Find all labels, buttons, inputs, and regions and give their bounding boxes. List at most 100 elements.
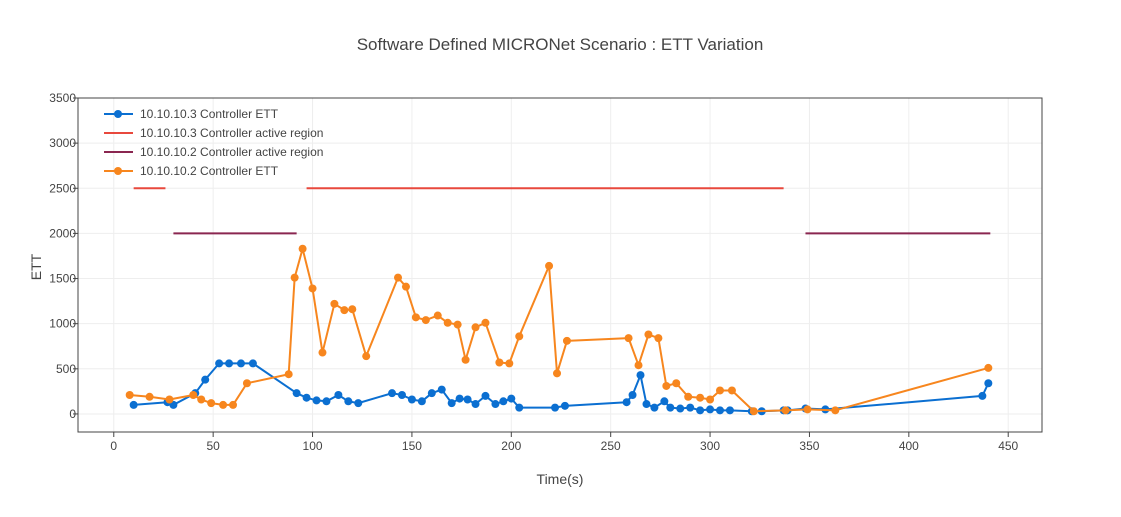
data-point [471,400,480,409]
data-point [197,395,206,404]
data-point [499,397,508,406]
legend-label: 10.10.10.2 Controller active region [140,145,323,159]
data-point [407,395,416,404]
data-point [636,371,645,380]
x-tick-label: 50 [206,439,220,453]
x-tick-label: 400 [899,439,919,453]
data-point [219,400,228,409]
data-point [284,370,293,379]
data-point [831,406,840,415]
y-tick-label: 1000 [49,317,76,331]
data-point [624,334,633,343]
chart-title: Software Defined MICRONet Scenario : ETT… [357,35,764,54]
data-point [716,406,725,415]
data-point [322,397,331,406]
data-point [716,386,725,395]
series-0 [129,359,993,416]
data-point [312,396,321,405]
data-point [560,401,569,410]
data-point [706,405,715,414]
data-point [660,397,669,406]
data-point [453,320,462,329]
data-point [394,273,403,282]
y-tick-label: 2500 [49,181,76,195]
y-tick-label: 500 [56,362,76,376]
data-point [340,306,349,315]
data-point [165,395,174,404]
data-point [706,395,715,404]
x-tick-label: 200 [501,439,521,453]
data-point [229,400,238,409]
data-point [491,400,500,409]
y-tick-label: 3500 [49,91,76,105]
legend-item-3: 10.10.10.2 Controller ETT [104,164,279,178]
data-point [495,358,504,367]
data-point [696,393,705,402]
data-point [662,381,671,390]
axes [73,97,1043,437]
data-point [515,332,524,341]
data-point [292,389,301,398]
tick-labels: 0 50 100 150 200 250 300 350 400 450 0 500 1000 1500 2… [49,91,1018,453]
y-tick-label: 3000 [49,136,76,150]
data-point [545,261,554,270]
data-point [236,359,245,368]
data-point [344,397,353,406]
data-point [388,389,397,398]
data-point [225,359,234,368]
data-point [348,305,357,314]
data-point [189,390,198,399]
data-point [334,390,343,399]
data-point [650,403,659,412]
data-point [129,400,138,409]
data-point [725,406,734,415]
data-point [411,313,420,322]
x-tick-label: 100 [303,439,323,453]
data-point [481,391,490,400]
data-point [481,318,490,327]
data-point [290,273,299,282]
data-point [461,355,470,364]
data-point [125,390,134,399]
data-point [248,359,257,368]
data-point [242,379,251,388]
data-point [433,311,442,320]
data-point [515,403,524,412]
data-point [447,399,456,408]
data-point [551,403,560,412]
legend-label: 10.10.10.3 Controller ETT [140,107,279,121]
data-point [308,284,317,293]
data-point [676,404,685,413]
legend-item-1: 10.10.10.3 Controller active region [104,126,323,140]
legend-item-0: 10.10.10.3 Controller ETT [104,107,279,121]
y-axis-title: ETT [28,253,44,280]
data-point [427,389,436,398]
data-point [672,379,681,388]
data-point [463,395,472,404]
data-point [354,399,363,408]
data-point [330,299,339,308]
data-point [644,330,653,339]
data-point [696,406,705,415]
data-point [421,316,430,325]
legend-item-2: 10.10.10.2 Controller active region [104,145,323,159]
y-tick-label: 1500 [49,272,76,286]
data-point [666,403,675,412]
x-tick-label: 450 [998,439,1018,453]
x-tick-label: 0 [110,439,117,453]
data-point [803,405,812,414]
legend-marker [114,110,122,118]
data-point [505,359,514,368]
x-tick-label: 300 [700,439,720,453]
data-point [443,318,452,327]
legend-label: 10.10.10.3 Controller active region [140,126,323,140]
data-point [978,391,987,400]
series-line [129,247,989,413]
legend: 10.10.10.3 Controller ETT 10.10.10.3 Cont… [104,107,323,178]
data-point [455,394,464,403]
data-point [984,363,993,372]
data-point [634,361,643,370]
data-point [298,244,307,253]
x-axis-title: Time(s) [537,471,584,487]
